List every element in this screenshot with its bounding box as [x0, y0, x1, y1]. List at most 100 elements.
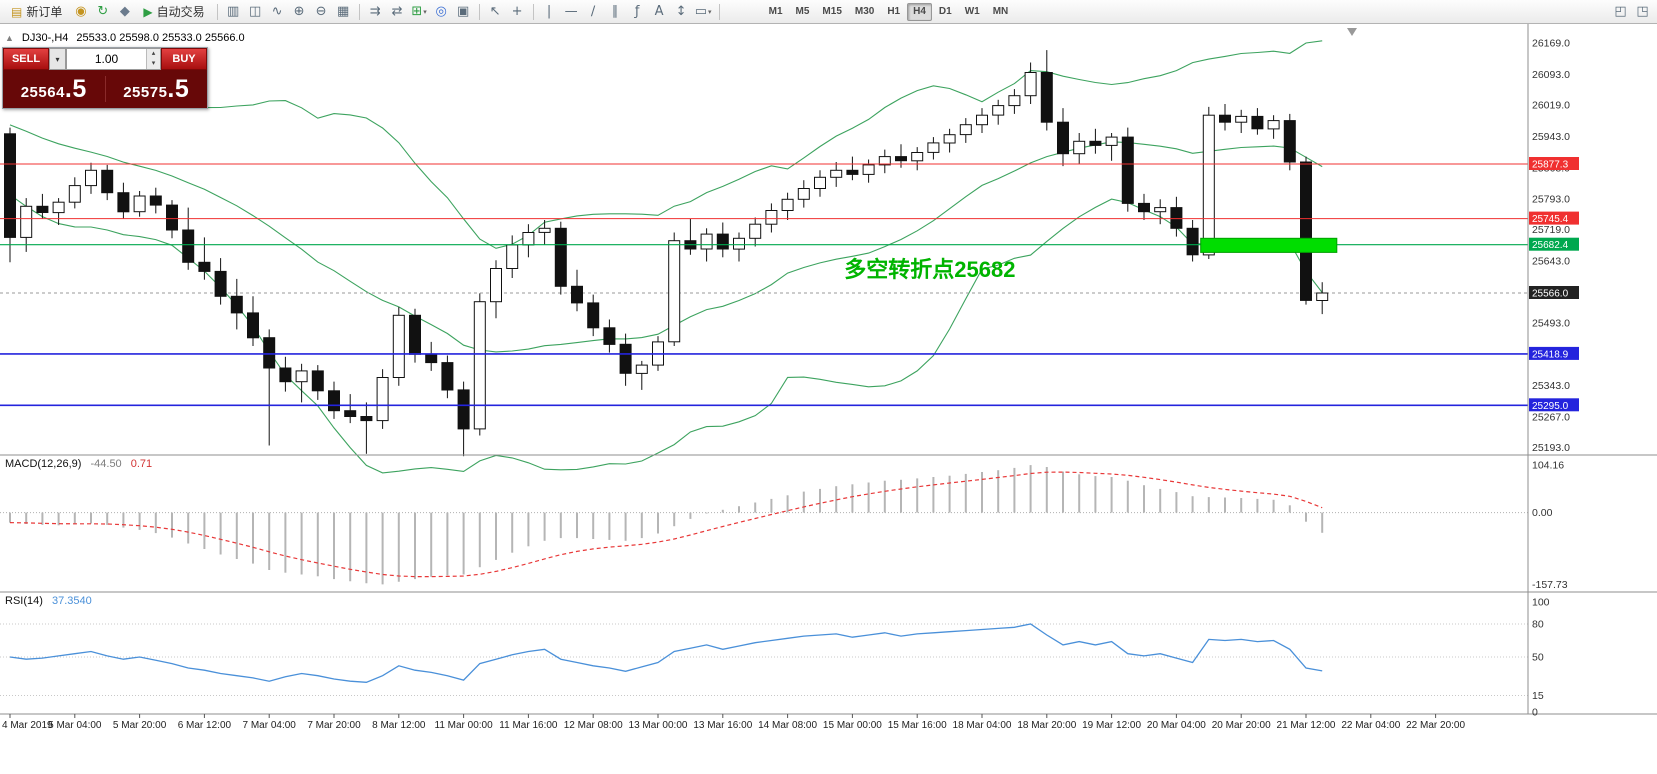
- trendline-tool-button[interactable]: ∕: [590, 4, 596, 19]
- svg-text:100: 100: [1532, 597, 1550, 609]
- macd-signal-line: [9, 471, 1323, 578]
- chart-window: 多空转折点25682 26169.0 26093.0 26019.0 25943.0 25…: [0, 24, 1657, 774]
- macd-indicator-header: MACD(12,26,9) -44.50 0.71: [5, 458, 152, 470]
- fibonacci-tool-button[interactable]: ƒ: [634, 4, 640, 19]
- cursor-tool-button[interactable]: ↖: [489, 4, 501, 19]
- alerts-icon[interactable]: ◆: [119, 4, 130, 19]
- svg-text:13 Mar 00:00: 13 Mar 00:00: [629, 720, 688, 731]
- bollinger-bands-layer: [9, 40, 1323, 474]
- svg-text:25267.0: 25267.0: [1532, 411, 1570, 423]
- chart-snapshot-button[interactable]: ▣: [456, 4, 470, 19]
- svg-text:22 Mar 20:00: 22 Mar 20:00: [1406, 720, 1465, 731]
- navigator-button[interactable]: ◎: [435, 4, 447, 19]
- refresh-icon[interactable]: ↻: [97, 4, 109, 19]
- text-tool-button[interactable]: A: [654, 4, 664, 19]
- arrows-tool-button[interactable]: ↕: [675, 4, 687, 19]
- main-toolbar: ▤ 新订单 ◉ ↻ ◆ ▶ 自动交易 ▥ ◫ ∿ ⊕ ⊖ ▦ ⇉ ⇄ ⊞ ▾ ◎ …: [0, 0, 1657, 24]
- price-axis[interactable]: 26169.026093.026019.025943.025868.025793…: [1529, 38, 1579, 719]
- svg-text:80: 80: [1532, 619, 1544, 631]
- timeframe-button-m1[interactable]: M1: [768, 5, 783, 17]
- rsi-label: RSI(14): [5, 595, 43, 607]
- svg-text:18 Mar 04:00: 18 Mar 04:00: [953, 720, 1012, 731]
- svg-text:0.00: 0.00: [1532, 507, 1553, 519]
- buy-price-main: 25575: [123, 83, 168, 101]
- timeframe-button-m30[interactable]: M30: [854, 5, 875, 17]
- svg-text:18 Mar 20:00: 18 Mar 20:00: [1017, 720, 1076, 731]
- volume-spinner: ▴ ▾: [146, 49, 160, 69]
- one-click-toggle-icon[interactable]: ▲: [5, 33, 14, 43]
- line-chart-button[interactable]: ∿: [271, 4, 283, 19]
- chart-canvas[interactable]: 多空转折点25682 26169.0 26093.0 26019.0 25943.0 25…: [0, 24, 1657, 774]
- bar-chart-button[interactable]: ▥: [226, 4, 240, 19]
- macd-value: -44.50: [90, 458, 122, 470]
- svg-text:13 Mar 16:00: 13 Mar 16:00: [693, 720, 752, 731]
- toolbar-separator: [478, 3, 480, 20]
- buy-price[interactable]: 25575.5: [110, 75, 204, 104]
- svg-text:21 Mar 12:00: 21 Mar 12:00: [1277, 720, 1336, 731]
- chart-shift-marker[interactable]: [1347, 28, 1357, 36]
- svg-text:0: 0: [1532, 707, 1538, 719]
- add-indicator-button[interactable]: ⊞ ▾: [411, 4, 427, 19]
- volume-input[interactable]: 1.00 ▴ ▾: [66, 48, 161, 70]
- highlight-rectangle[interactable]: [1200, 237, 1338, 253]
- macd-label: MACD(12,26,9): [5, 458, 82, 470]
- svg-text:11 Mar 00:00: 11 Mar 00:00: [435, 720, 494, 731]
- new-order-button[interactable]: ▤ 新订单: [4, 2, 69, 22]
- channel-tool-button[interactable]: ∥: [611, 4, 619, 19]
- chevron-down-icon: ▾: [708, 7, 712, 16]
- svg-text:25193.0: 25193.0: [1532, 442, 1570, 454]
- buy-price-pips: .5: [167, 74, 190, 103]
- svg-text:8 Mar 12:00: 8 Mar 12:00: [372, 720, 426, 731]
- vertical-line-tool-button[interactable]: |: [546, 4, 552, 19]
- zoom-in-button[interactable]: ⊕: [293, 4, 305, 19]
- timeframe-button-w1[interactable]: W1: [964, 5, 980, 17]
- svg-text:5 Mar 04:00: 5 Mar 04:00: [48, 720, 102, 731]
- timeframe-button-m5[interactable]: M5: [795, 5, 810, 17]
- timeframe-button-m15[interactable]: M15: [822, 5, 842, 17]
- svg-text:25745.4: 25745.4: [1532, 214, 1569, 225]
- autotrading-button[interactable]: ▶ 自动交易: [136, 2, 211, 22]
- svg-text:15 Mar 00:00: 15 Mar 00:00: [823, 720, 882, 731]
- volume-down-button[interactable]: ▾: [151, 60, 156, 67]
- candlestick-chart-button[interactable]: ◫: [248, 4, 262, 19]
- timeframe-button-d1[interactable]: D1: [938, 5, 952, 17]
- timeframe-button-h1[interactable]: H1: [887, 5, 901, 17]
- rsi-line: [9, 623, 1323, 683]
- sell-price-pips: .5: [64, 74, 87, 103]
- macd-signal-value: 0.71: [130, 458, 153, 470]
- timeframe-button-h4[interactable]: H4: [907, 2, 932, 21]
- volume-up-button[interactable]: ▴: [151, 50, 156, 57]
- toolbar-separator: [532, 3, 534, 20]
- deposit-icon[interactable]: ◉: [75, 4, 87, 19]
- crosshair-tool-button[interactable]: +: [511, 4, 523, 19]
- chart-shift-button[interactable]: ⇄: [391, 4, 403, 19]
- chart-annotation-text[interactable]: 多空转折点25682: [844, 257, 1015, 282]
- ohlc-values: 25533.0 25598.0 25533.0 25566.0: [76, 32, 245, 44]
- tile-windows-button[interactable]: ▦: [336, 4, 350, 19]
- svg-text:25793.0: 25793.0: [1532, 193, 1570, 205]
- macd-panel: [0, 465, 1528, 585]
- timeframe-button-mn[interactable]: MN: [992, 5, 1009, 17]
- volume-dropdown-button[interactable]: ▾: [49, 48, 66, 70]
- hlines-layer[interactable]: [0, 163, 1528, 407]
- profiles-button[interactable]: ◳: [1636, 4, 1649, 19]
- zoom-out-button[interactable]: ⊖: [315, 4, 327, 19]
- volume-value: 1.00: [94, 52, 119, 66]
- svg-text:26093.0: 26093.0: [1532, 69, 1570, 81]
- svg-text:7 Mar 04:00: 7 Mar 04:00: [243, 720, 297, 731]
- svg-text:25719.0: 25719.0: [1532, 224, 1570, 236]
- shapes-tool-button[interactable]: ▭ ▾: [694, 4, 712, 19]
- svg-text:104.16: 104.16: [1532, 460, 1564, 472]
- new-chart-button[interactable]: ◰: [1614, 4, 1627, 19]
- symbol-period-label: DJ30-,H4: [21, 32, 69, 44]
- buy-button[interactable]: BUY: [161, 48, 207, 70]
- quote-divider: [104, 76, 106, 102]
- sell-button[interactable]: SELL: [3, 48, 49, 70]
- svg-text:50: 50: [1532, 652, 1544, 664]
- sell-price[interactable]: 25564.5: [7, 75, 101, 104]
- svg-text:25682.4: 25682.4: [1532, 240, 1569, 251]
- horizontal-line-tool-button[interactable]: —: [564, 4, 578, 19]
- auto-scroll-button[interactable]: ⇉: [369, 4, 381, 19]
- svg-text:25566.0: 25566.0: [1532, 289, 1569, 300]
